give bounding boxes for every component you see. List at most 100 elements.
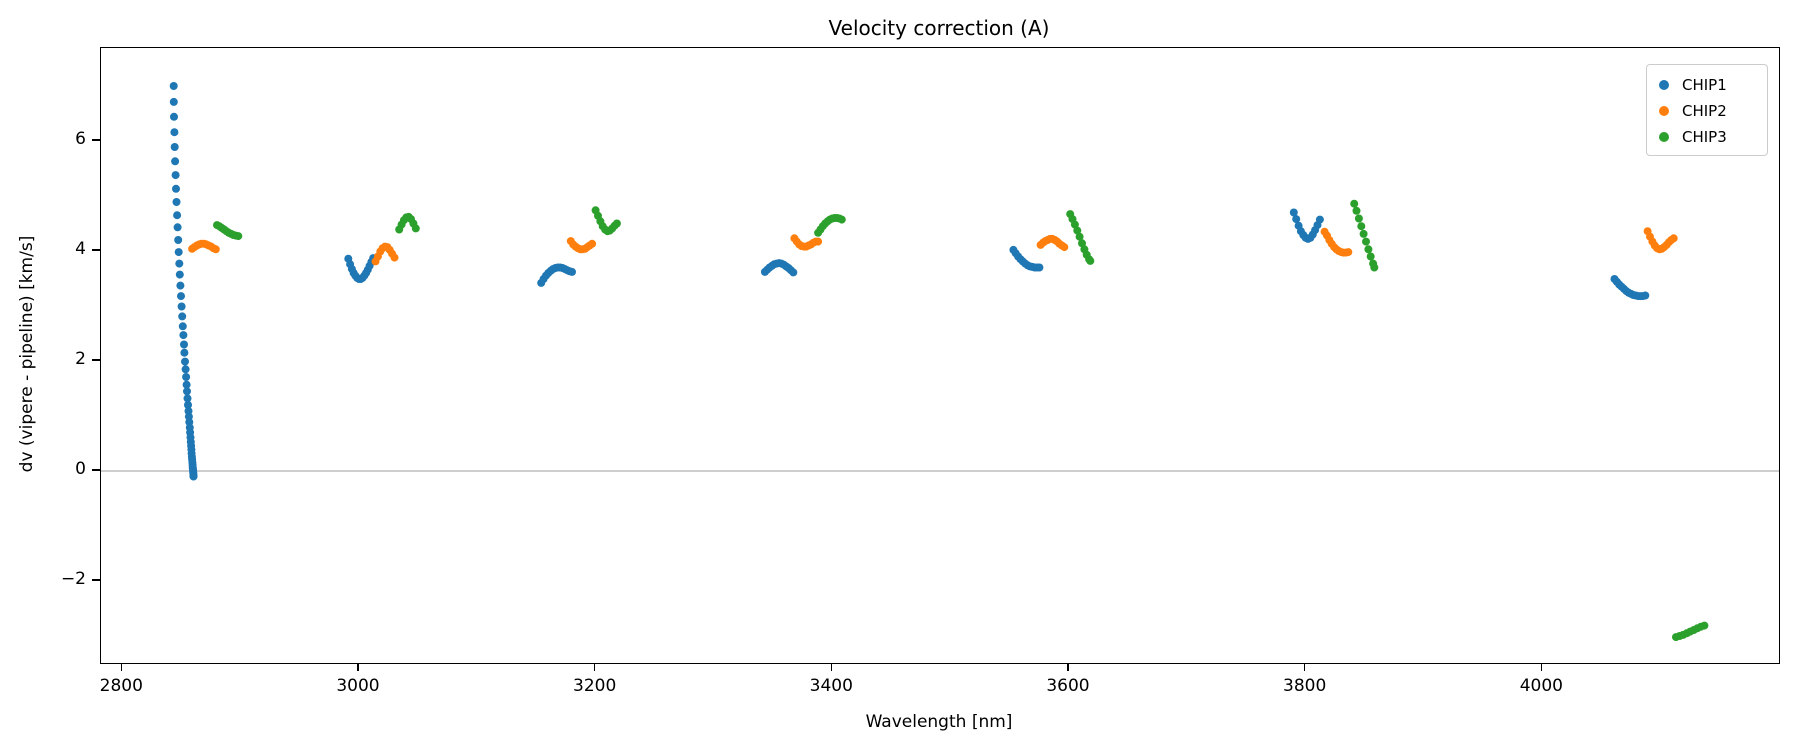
y-axis-title: dv (vipere - pipeline) [km/s] xyxy=(17,235,37,473)
data-point-chip3 xyxy=(612,219,621,228)
data-point-chip3 xyxy=(1350,199,1359,208)
data-point-chip3 xyxy=(1070,220,1079,229)
y-tick-mark xyxy=(92,359,100,361)
legend-item-chip3: CHIP3 xyxy=(1659,124,1757,150)
data-point-chip3 xyxy=(1078,239,1086,248)
data-point-chip1 xyxy=(170,112,178,121)
x-tick-mark xyxy=(1540,663,1543,671)
y-tick-mark xyxy=(92,249,100,251)
y-tick-label: 0 xyxy=(75,459,86,480)
data-point-chip1 xyxy=(176,281,185,290)
data-point-chip3 xyxy=(1075,232,1084,241)
y-tick-label: 6 xyxy=(75,128,86,149)
x-tick-mark xyxy=(593,663,596,671)
data-point-chip1 xyxy=(181,365,190,374)
data-point-chip2 xyxy=(1669,234,1678,243)
y-tick-label: −2 xyxy=(60,569,86,590)
data-point-chip3 xyxy=(1357,222,1366,231)
legend-label-chip1: CHIP1 xyxy=(1682,76,1727,94)
legend-label-chip3: CHIP3 xyxy=(1682,128,1727,146)
data-point-chip2 xyxy=(588,239,597,248)
data-point-chip1 xyxy=(1035,263,1044,272)
y-tick-mark xyxy=(92,469,100,471)
data-point-chip3 xyxy=(1352,206,1361,215)
chip2-marker-icon xyxy=(1659,106,1669,116)
data-point-chip1 xyxy=(1641,291,1650,300)
data-point-chip2 xyxy=(1344,248,1353,257)
y-tick-mark xyxy=(92,579,100,581)
data-point-chip1 xyxy=(175,270,184,279)
data-point-chip3 xyxy=(1359,229,1368,238)
data-point-chip1 xyxy=(173,223,182,232)
data-point-chip1 xyxy=(177,302,186,311)
data-point-chip1 xyxy=(178,312,187,321)
data-point-chip1 xyxy=(183,394,192,403)
x-tick-mark xyxy=(1067,663,1069,671)
data-point-chip3 xyxy=(1366,252,1375,261)
plot-area xyxy=(100,47,1780,664)
legend-label-chip2: CHIP2 xyxy=(1682,102,1727,120)
x-tick-label: 2800 xyxy=(99,676,143,696)
data-point-chip3 xyxy=(1364,245,1373,254)
data-point-chip1 xyxy=(173,211,182,220)
data-point-chip2 xyxy=(814,237,823,246)
x-tick-mark xyxy=(1303,663,1306,671)
data-point-chip1 xyxy=(181,357,189,366)
data-point-chip1 xyxy=(180,348,189,357)
data-point-chip3 xyxy=(411,224,420,233)
data-point-chip2 xyxy=(390,253,399,262)
data-point-chip3 xyxy=(1700,621,1709,630)
data-point-chip1 xyxy=(789,268,798,277)
data-point-chip1 xyxy=(179,331,188,340)
x-axis-title: Wavelength [nm] xyxy=(865,712,1013,732)
data-point-chip1 xyxy=(1292,215,1301,224)
data-point-chip1 xyxy=(172,184,180,193)
x-tick-mark xyxy=(830,663,833,671)
x-tick-label: 3800 xyxy=(1283,676,1327,696)
x-tick-label: 3200 xyxy=(573,676,617,696)
x-tick-label: 3400 xyxy=(809,676,853,696)
data-point-chip1 xyxy=(169,82,178,90)
scatter-canvas xyxy=(101,82,1779,642)
data-point-chip1 xyxy=(182,373,191,381)
data-point-chip1 xyxy=(568,267,576,276)
data-point-chip1 xyxy=(171,157,180,166)
legend-item-chip1: CHIP1 xyxy=(1659,72,1757,98)
data-point-chip3 xyxy=(1354,214,1363,223)
legend-item-chip2: CHIP2 xyxy=(1659,98,1757,124)
data-point-chip1 xyxy=(174,248,183,257)
x-tick-mark xyxy=(120,663,123,671)
x-tick-mark xyxy=(357,663,359,671)
x-tick-label: 3600 xyxy=(1046,676,1090,696)
x-tick-label: 3000 xyxy=(336,676,380,696)
data-point-chip1 xyxy=(170,143,179,151)
data-point-chip1 xyxy=(189,472,198,481)
data-point-chip3 xyxy=(1073,226,1082,235)
data-point-chip1 xyxy=(175,259,184,268)
data-point-chip3 xyxy=(234,232,243,241)
data-point-chip1 xyxy=(178,322,187,331)
chip3-marker-icon xyxy=(1659,132,1669,142)
chip1-marker-icon xyxy=(1659,80,1669,90)
data-point-chip1 xyxy=(170,128,179,137)
data-point-chip1 xyxy=(1315,215,1324,224)
data-point-chip1 xyxy=(184,401,192,409)
y-tick-label: 2 xyxy=(75,349,86,369)
data-point-chip1 xyxy=(174,236,183,244)
data-point-chip1 xyxy=(1289,208,1298,217)
data-point-chip1 xyxy=(180,340,188,349)
data-point-chip1 xyxy=(169,97,178,106)
data-point-chip1 xyxy=(182,380,191,389)
y-tick-label: 4 xyxy=(75,238,86,259)
data-point-chip3 xyxy=(1086,256,1095,265)
data-point-chip3 xyxy=(1370,263,1379,272)
chart-title: Velocity correction (A) xyxy=(828,16,1050,40)
y-tick-mark xyxy=(92,139,100,141)
data-point-chip1 xyxy=(172,198,181,206)
data-point-chip3 xyxy=(1362,237,1370,246)
x-tick-label: 4000 xyxy=(1519,676,1563,696)
data-point-chip1 xyxy=(177,292,185,301)
legend: CHIP1 CHIP2 CHIP3 xyxy=(1646,64,1768,156)
data-point-chip3 xyxy=(837,215,846,224)
